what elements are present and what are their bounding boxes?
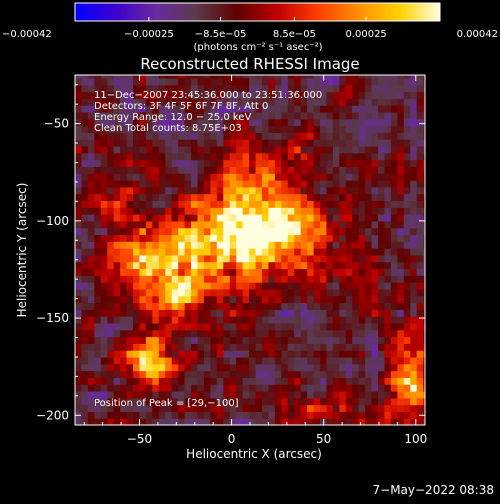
axis-ticks: −50 0 50 100 −50 −100 −150 −200 <box>36 75 427 446</box>
info-time-range: 11−Dec−2007 23:45:36.000 to 23:51:36.000 <box>94 90 322 101</box>
y-tick-label: −200 <box>36 408 69 422</box>
colorbar-unit-label: (photons cm⁻² s⁻¹ asec⁻²) <box>193 42 322 53</box>
chart-title: Reconstructed RHESSI Image <box>140 55 359 73</box>
info-energy-range: Energy Range: 12.0 − 25.0 keV <box>94 112 251 123</box>
x-tick-label: 0 <box>228 432 236 446</box>
info-total-counts: Clean Total counts: 8.75E+03 <box>94 123 242 134</box>
y-tick-label: −50 <box>44 117 69 131</box>
x-tick-label: 100 <box>404 432 427 446</box>
colorbar-tick-label: 0.00025 <box>345 29 386 40</box>
colorbar-tick-label: 0.00042 <box>457 29 498 40</box>
y-tick-label: −100 <box>36 214 69 228</box>
colorbar-tick-label: −0.00042 <box>2 29 52 40</box>
colorbar-tick-label: −0.00025 <box>124 29 174 40</box>
heatmap-image <box>75 75 425 425</box>
colorbar-tick-label: −8.5e−05 <box>195 29 247 40</box>
footer-timestamp: 7−May−2022 08:38 <box>373 483 495 497</box>
info-detectors: Detectors: 3F 4F 5F 6F 7F 8F, Att 0 <box>94 101 268 112</box>
x-tick-label: −50 <box>127 432 152 446</box>
x-tick-label: 50 <box>316 432 331 446</box>
y-axis-label: Heliocentric Y (arcsec) <box>15 183 29 318</box>
colorbar-tick-label: 8.5e−05 <box>273 29 316 40</box>
x-axis-label: Heliocentric X (arcsec) <box>186 447 322 461</box>
peak-position-label: Position of Peak = [29,−100] <box>94 398 239 409</box>
observation-info: 11−Dec−2007 23:45:36.000 to 23:51:36.000… <box>94 90 322 134</box>
colorbar <box>74 2 441 22</box>
colorbar-ticks: −0.00042 −0.00025 −8.5e−05 8.5e−05 0.00025 0.… <box>2 17 498 40</box>
y-tick-label: −150 <box>36 311 69 325</box>
